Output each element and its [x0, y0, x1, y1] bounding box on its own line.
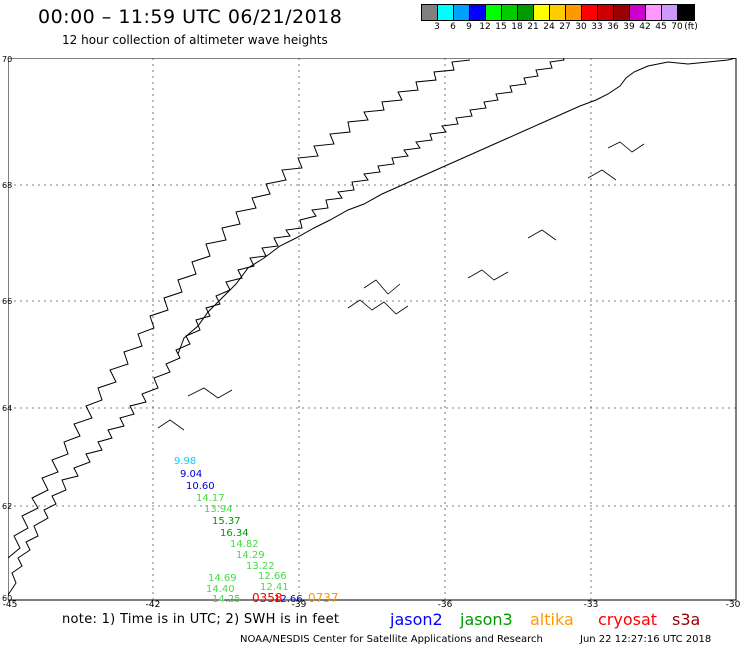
wave-height-reading: 9.04	[180, 469, 202, 480]
coastline-detail	[8, 59, 471, 559]
colorbar-swatch	[470, 5, 486, 20]
wave-height-reading: 12.41	[260, 582, 289, 593]
colorbar-swatch	[566, 5, 582, 20]
lat-label: 66	[2, 297, 13, 306]
map-subtitle: 12 hour collection of altimeter wave hei…	[62, 33, 328, 47]
graticule	[8, 58, 736, 600]
coastline-north	[177, 58, 737, 355]
colorbar-swatch	[534, 5, 550, 20]
colorbar-label: 45	[655, 22, 667, 32]
colorbar-label: 33	[591, 22, 603, 32]
colorbar-unit: (ft)	[684, 22, 698, 32]
lat-label: 70	[2, 55, 13, 64]
wave-height-reading: 14.82	[230, 539, 259, 550]
colorbar-label: 30	[575, 22, 587, 32]
satellite-legend-altika: altika	[530, 610, 574, 629]
lon-label: -45	[2, 600, 18, 610]
colorbar-swatch	[662, 5, 678, 20]
colorbar-swatch	[438, 5, 454, 20]
colorbar-label: 18	[511, 22, 523, 32]
satellite-legend-jason2: jason2	[390, 610, 443, 629]
colorbar-label: 6	[450, 22, 456, 32]
wave-height-reading: 14.40	[206, 584, 235, 595]
colorbar-swatch	[582, 5, 598, 20]
wave-readings: 9.989.0410.6014.1713.9415.3716.3414.8214…	[174, 456, 339, 603]
greenland-coastline	[8, 58, 565, 596]
lon-label: -36	[437, 600, 453, 610]
wave-height-reading: 9.98	[174, 456, 196, 467]
colorbar-label: 9	[466, 22, 472, 32]
colorbar-label: 27	[559, 22, 571, 32]
wave-height-reading: 10.60	[186, 481, 215, 492]
colorbar-swatch	[598, 5, 614, 20]
wave-height-reading: 14.17	[196, 493, 225, 504]
fjord-marks	[157, 141, 645, 431]
wave-height-reading: 0737	[308, 591, 339, 603]
colorbar-label: 39	[623, 22, 635, 32]
map-plot: 9.989.0410.6014.1713.9415.3716.3414.8214…	[8, 58, 737, 603]
satellite-legend-s3a: s3a	[672, 610, 701, 629]
lat-label: 62	[2, 502, 13, 511]
wave-height-reading: 12.66	[258, 571, 287, 582]
wave-height-reading: 16.34	[220, 528, 249, 539]
colorbar-label: 24	[543, 22, 555, 32]
colorbar-swatch	[486, 5, 502, 20]
wave-height-reading: 14.25	[212, 594, 241, 603]
wave-height-reading: 15.37	[212, 516, 241, 527]
lon-label: -39	[291, 600, 307, 610]
wave-height-reading: 0358	[252, 591, 283, 603]
colorbar-label: 15	[495, 22, 507, 32]
colorbar-swatch	[518, 5, 534, 20]
colorbar-swatch	[454, 5, 470, 20]
lat-label: 64	[2, 404, 13, 413]
colorbar-label: 36	[607, 22, 619, 32]
lon-label: -33	[583, 600, 599, 610]
wave-height-reading: 14.29	[236, 550, 265, 561]
generated-timestamp: Jun 22 12:27:16 UTC 2018	[580, 634, 712, 645]
colorbar-swatch	[422, 5, 438, 20]
colorbar	[421, 4, 695, 21]
plot-frame	[8, 58, 737, 601]
colorbar-label: 12	[479, 22, 491, 32]
colorbar-swatch	[630, 5, 646, 20]
lat-label: 68	[2, 181, 13, 190]
wave-height-reading: 13.94	[204, 504, 233, 515]
colorbar-swatch	[502, 5, 518, 20]
colorbar-swatch	[614, 5, 630, 20]
colorbar-swatch	[678, 5, 694, 20]
map-title: 00:00 – 11:59 UTC 06/21/2018	[38, 6, 343, 28]
lon-label: -30	[725, 600, 740, 610]
colorbar-label: 70	[671, 22, 683, 32]
colorbar-label: 42	[639, 22, 651, 32]
wave-height-reading: 12.66	[274, 594, 303, 603]
colorbar-label: 3	[434, 22, 440, 32]
credit-text: NOAA/NESDIS Center for Satellite Applica…	[240, 634, 543, 645]
lon-label: -42	[145, 600, 161, 610]
wave-height-reading: 14.69	[208, 573, 237, 584]
footer-note: note: 1) Time is in UTC; 2) SWH is in fe…	[62, 612, 340, 627]
satellite-legend-jason3: jason3	[460, 610, 513, 629]
colorbar-label: 21	[527, 22, 539, 32]
satellite-legend-cryosat: cryosat	[598, 610, 658, 629]
colorbar-swatch	[550, 5, 566, 20]
lat-label: 60	[2, 594, 13, 603]
colorbar-swatch	[646, 5, 662, 20]
wave-height-reading: 13.22	[246, 561, 275, 572]
